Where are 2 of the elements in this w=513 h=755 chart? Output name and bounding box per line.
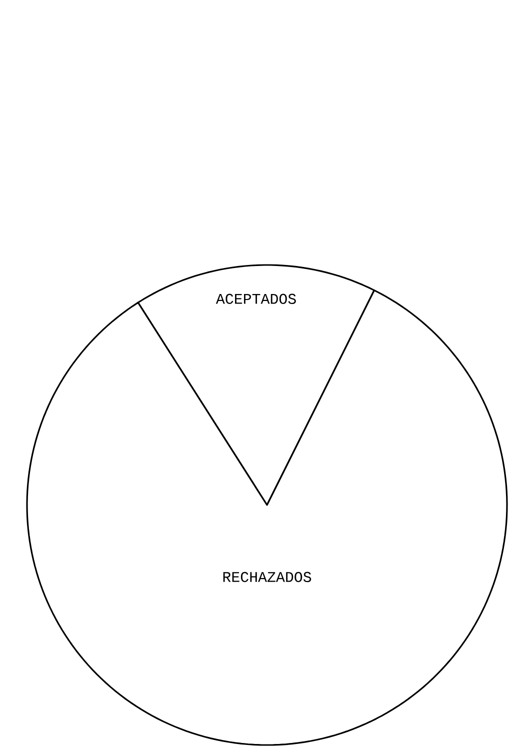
- slice-label: ACEPTADOS: [216, 294, 296, 304]
- slice-label: RECHAZADOS: [223, 572, 312, 582]
